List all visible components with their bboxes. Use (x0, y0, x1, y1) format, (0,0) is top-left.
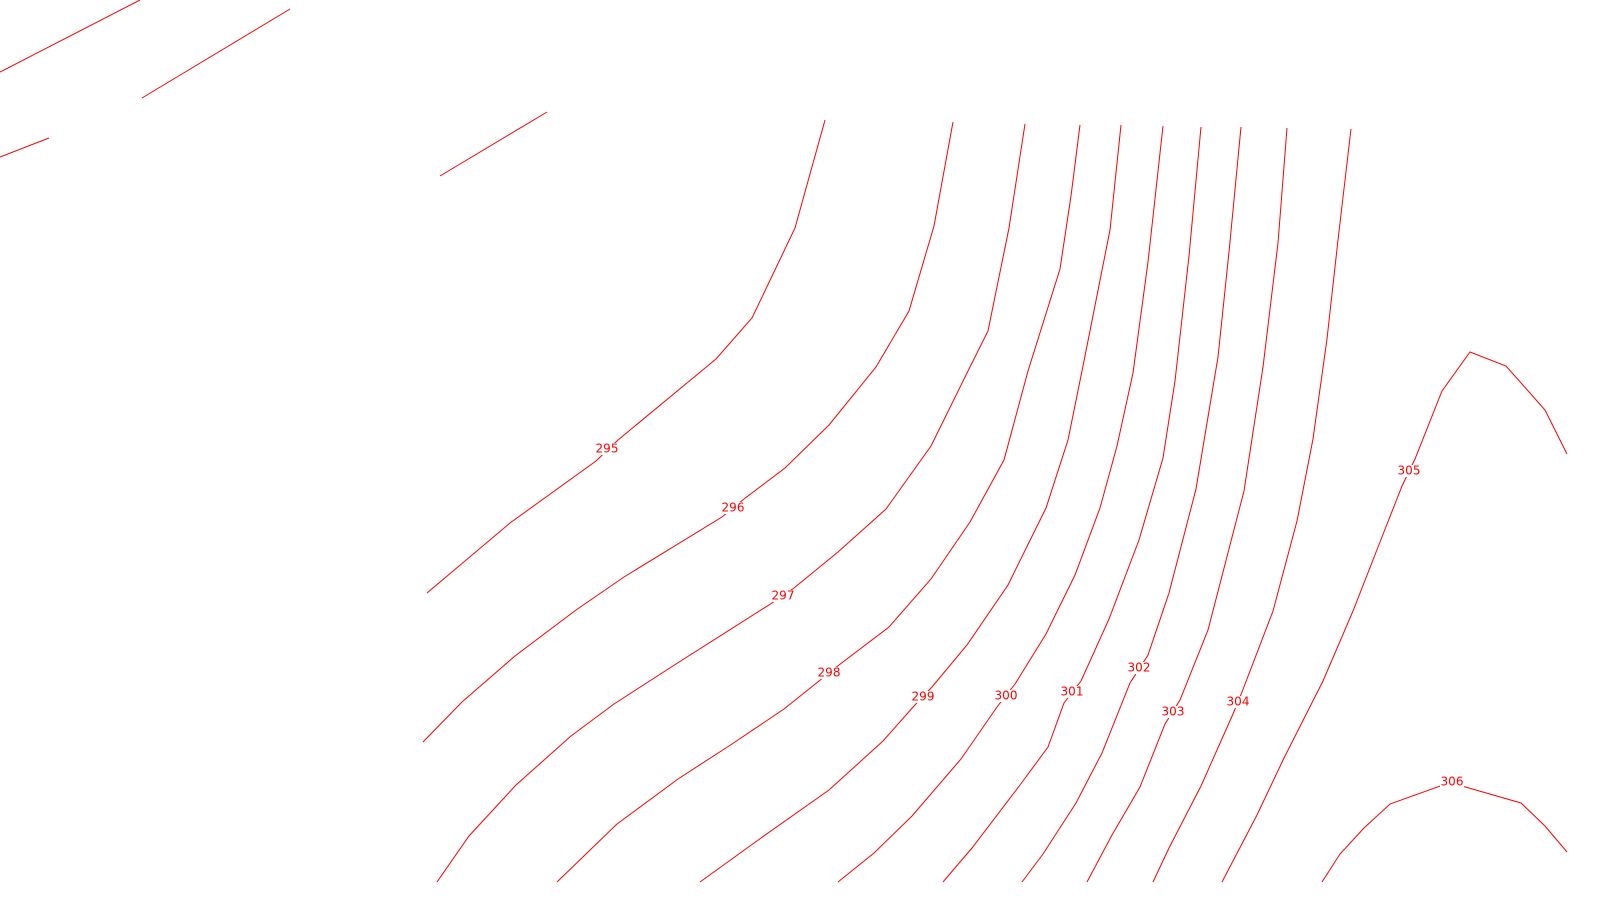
contour-label-gap-301 (1060, 686, 1084, 698)
contour-line-295-segment-2 (0, 0, 141, 73)
contour-line-295-segment-5 (439, 111, 548, 177)
contour-304: 304 (1152, 128, 1352, 883)
contour-line-297 (436, 123, 1026, 883)
contour-line-305 (1221, 351, 1568, 883)
contour-label-gap-299 (911, 691, 935, 703)
contour-300: 300 (837, 125, 1164, 883)
contour-label-gap-306 (1440, 776, 1464, 788)
contour-label-296: 296 (722, 501, 745, 515)
contour-line-301 (942, 126, 1202, 883)
contour-295: 295 (0, 0, 826, 594)
contour-label-303: 303 (1162, 705, 1185, 719)
contour-label-gap-296 (721, 502, 745, 514)
contour-296: 296 (422, 121, 954, 743)
contour-line-295-segment-1 (426, 119, 826, 594)
contour-label-302: 302 (1128, 661, 1151, 675)
contour-line-304 (1152, 128, 1352, 883)
contour-306: 306 (1321, 775, 1568, 883)
contour-302: 302 (1021, 126, 1242, 883)
contour-label-gap-302 (1127, 662, 1151, 674)
contour-305: 305 (1221, 351, 1568, 883)
contour-label-gap-297 (771, 590, 795, 602)
contour-297: 297 (436, 123, 1026, 883)
contour-label-298: 298 (818, 666, 841, 680)
contour-label-gap-295 (595, 443, 619, 455)
contour-label-306: 306 (1441, 775, 1464, 789)
contour-label-gap-305 (1397, 465, 1421, 477)
contour-label-gap-300 (994, 690, 1018, 702)
contour-303: 303 (1086, 127, 1288, 883)
contour-line-295-segment-3 (141, 8, 291, 99)
contour-299: 299 (699, 124, 1122, 883)
contour-label-gap-303 (1161, 706, 1185, 718)
contour-label-304: 304 (1227, 695, 1250, 709)
contour-line-300 (837, 125, 1164, 883)
contour-label-gap-304 (1226, 696, 1250, 708)
contour-line-306 (1321, 784, 1568, 883)
contour-301: 301 (942, 126, 1202, 883)
contour-label-305: 305 (1398, 464, 1421, 478)
contour-label-301: 301 (1061, 685, 1084, 699)
contour-label-gap-298 (817, 667, 841, 679)
contour-label-300: 300 (995, 689, 1018, 703)
contour-line-295-segment-4 (0, 137, 50, 158)
contour-298: 298 (556, 124, 1081, 883)
contour-line-302 (1021, 126, 1242, 883)
contour-label-297: 297 (772, 589, 795, 603)
contour-label-299: 299 (912, 690, 935, 704)
contour-line-299 (699, 124, 1122, 883)
contour-label-295: 295 (596, 442, 619, 456)
contour-line-303 (1086, 127, 1288, 883)
contour-line-296 (422, 121, 954, 743)
contour-line-298 (556, 124, 1081, 883)
